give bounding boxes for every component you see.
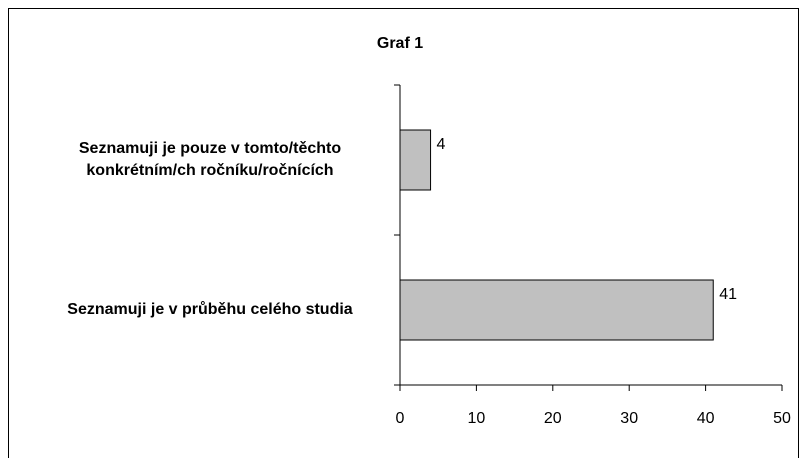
x-tick-label: 0: [396, 410, 405, 427]
x-tick-label: 10: [468, 410, 486, 427]
x-tick-label: 20: [544, 410, 562, 427]
chart-frame: [8, 8, 799, 458]
value-label: 4: [437, 136, 446, 153]
x-tick-label: 40: [697, 410, 715, 427]
y-tick-label: Seznamuji je v průběhu celého studia: [67, 301, 353, 318]
chart-title: Graf 1: [377, 35, 423, 52]
x-tick-label: 50: [773, 410, 791, 427]
x-tick-label: 30: [620, 410, 638, 427]
bar: [399, 129, 432, 191]
y-tick-label: Seznamuji je pouze v tomto/těchto konkré…: [78, 140, 342, 179]
value-label: 41: [719, 286, 737, 303]
bar: [399, 279, 714, 341]
